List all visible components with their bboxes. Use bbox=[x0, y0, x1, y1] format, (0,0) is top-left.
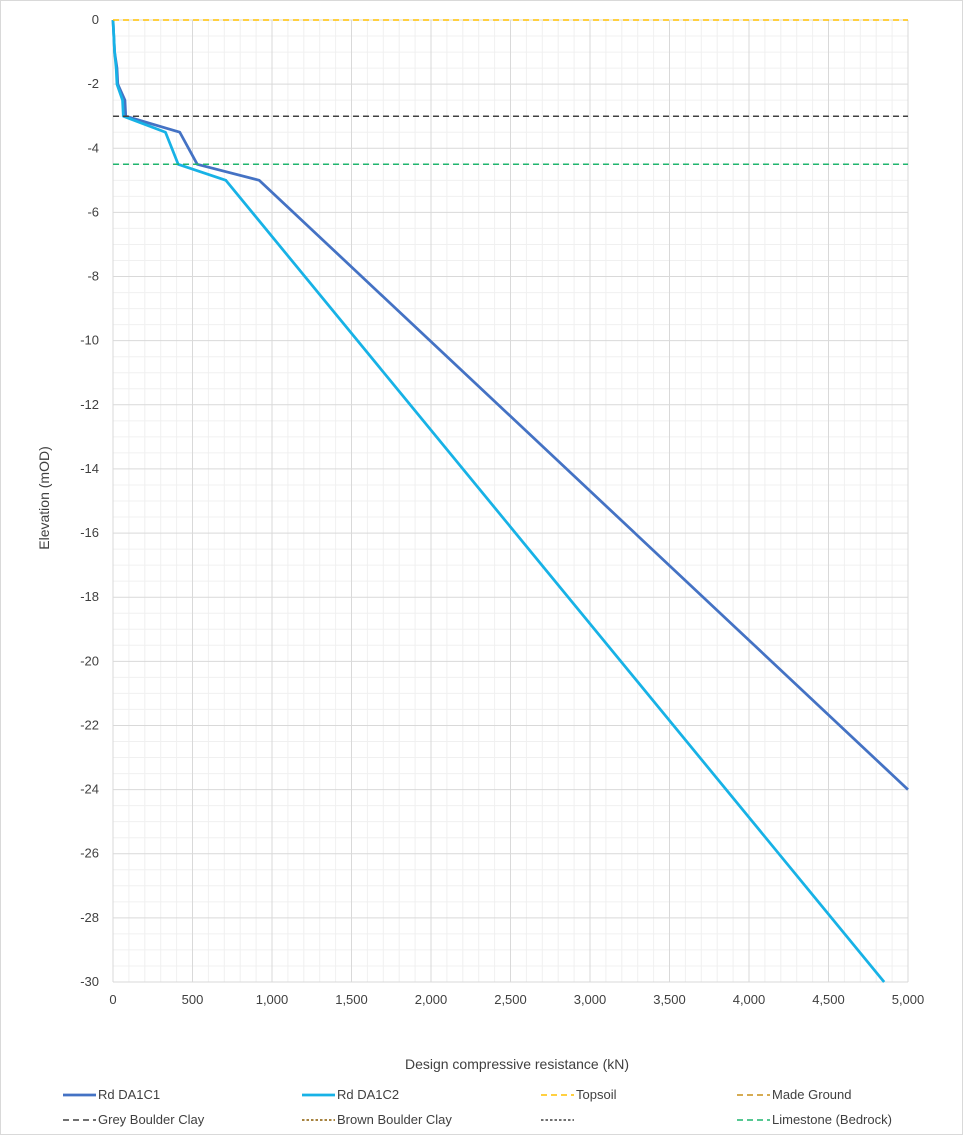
y-tick-label: -2 bbox=[87, 76, 99, 91]
series-line-rd-da1c2 bbox=[111, 19, 886, 983]
legend-label: Brown Boulder Clay bbox=[337, 1112, 452, 1127]
legend-label: Grey Boulder Clay bbox=[98, 1112, 205, 1127]
y-tick-label: -6 bbox=[87, 204, 99, 219]
x-tick-label: 0 bbox=[109, 992, 116, 1007]
y-tick-label: -20 bbox=[80, 653, 99, 668]
x-tick-label: 2,000 bbox=[415, 992, 448, 1007]
x-tick-label: 4,500 bbox=[812, 992, 845, 1007]
x-tick-label: 5,000 bbox=[892, 992, 925, 1007]
legend: Rd DA1C1 Rd DA1C2 Topsoil Made Ground Grey B… bbox=[63, 1087, 892, 1127]
x-tick-label: 1,500 bbox=[335, 992, 368, 1007]
x-tick-label: 500 bbox=[182, 992, 204, 1007]
legend-label: Made Ground bbox=[772, 1087, 852, 1102]
y-axis-title: Elevation (mOD) bbox=[36, 446, 52, 549]
y-tick-labels: 0 -2 -4 -6 -8 -10 -12 -14 -16 -18 -20 -22 -24 -26 -28 -… bbox=[80, 12, 99, 989]
minor-grid bbox=[113, 20, 908, 982]
x-tick-label: 4,000 bbox=[733, 992, 766, 1007]
y-tick-label: -18 bbox=[80, 589, 99, 604]
y-tick-label: 0 bbox=[92, 12, 99, 27]
x-tick-label: 1,000 bbox=[256, 992, 289, 1007]
y-tick-label: -30 bbox=[80, 974, 99, 989]
x-tick-labels: 0 500 1,000 1,500 2,000 2,500 3,000 3,500 4,000 4… bbox=[109, 992, 924, 1007]
y-tick-label: -26 bbox=[80, 846, 99, 861]
y-tick-label: -4 bbox=[87, 140, 99, 155]
series-layer bbox=[111, 19, 909, 983]
y-tick-label: -16 bbox=[80, 525, 99, 540]
y-tick-label: -14 bbox=[80, 461, 99, 476]
x-tick-label: 3,500 bbox=[653, 992, 686, 1007]
y-tick-label: -24 bbox=[80, 782, 99, 797]
y-tick-label: -8 bbox=[87, 269, 99, 284]
legend-label: Limestone (Bedrock) bbox=[772, 1112, 892, 1127]
legend-label: Topsoil bbox=[576, 1087, 617, 1102]
y-tick-label: -12 bbox=[80, 397, 99, 412]
x-tick-label: 3,000 bbox=[574, 992, 607, 1007]
x-tick-label: 2,500 bbox=[494, 992, 527, 1007]
x-axis-title: Design compressive resistance (kN) bbox=[405, 1056, 629, 1072]
y-tick-label: -10 bbox=[80, 333, 99, 348]
y-tick-label: -22 bbox=[80, 717, 99, 732]
legend-label: Rd DA1C2 bbox=[337, 1087, 399, 1102]
y-tick-label: -28 bbox=[80, 910, 99, 925]
legend-label: Rd DA1C1 bbox=[98, 1087, 160, 1102]
